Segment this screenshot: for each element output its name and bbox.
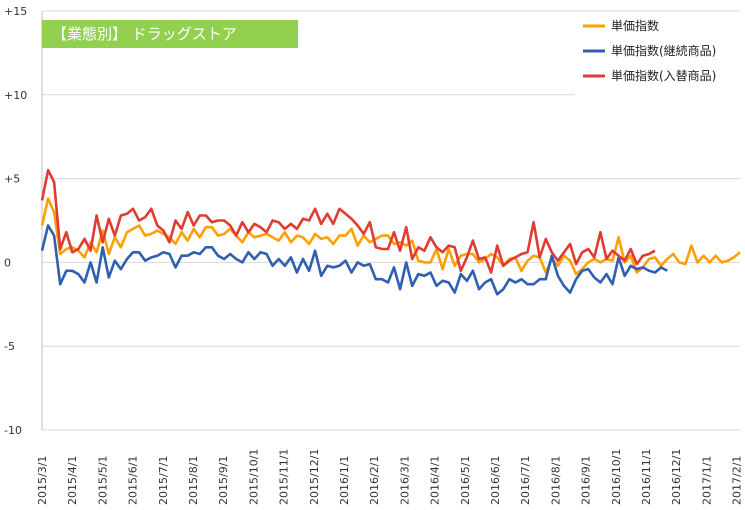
x-tick-label: 2015/4/1 xyxy=(66,456,79,505)
x-tick-label: 2016/1/1 xyxy=(338,456,351,505)
x-tick-label: 2015/11/1 xyxy=(278,449,291,505)
chart-title-text: 【業態別】 ドラッグストア xyxy=(52,25,237,43)
x-tick-label: 2015/8/1 xyxy=(187,456,200,505)
x-tick-label: 2015/12/1 xyxy=(308,449,321,505)
y-tick-label: -5 xyxy=(4,340,15,353)
legend-label: 単価指数(継続商品) xyxy=(611,43,716,58)
series-line-2 xyxy=(40,168,656,274)
x-tick-label: 2016/3/1 xyxy=(398,456,411,505)
chart-title-background xyxy=(42,20,298,48)
y-tick-label: 0 xyxy=(4,256,11,269)
x-tick-label: 2016/11/1 xyxy=(640,449,653,505)
grid-lines xyxy=(42,10,740,431)
x-tick-label: 2016/9/1 xyxy=(580,456,593,505)
x-tick-label: 2016/12/1 xyxy=(670,449,683,505)
x-tick-label: 2017/1/1 xyxy=(700,456,713,505)
x-tick-label: 2015/10/1 xyxy=(247,449,260,505)
x-tick-label: 2015/7/1 xyxy=(157,456,170,505)
x-tick-label: 2017/2/1 xyxy=(731,456,744,505)
series-line-1 xyxy=(40,224,668,296)
x-tick-label: 2016/7/1 xyxy=(519,456,532,505)
y-tick-label: +10 xyxy=(4,89,27,102)
chart-title: 【業態別】 ドラッグストア xyxy=(42,20,298,48)
y-tick-label: +15 xyxy=(4,5,27,18)
x-tick-label: 2016/4/1 xyxy=(429,456,442,505)
x-tick-label: 2015/9/1 xyxy=(217,456,230,505)
y-tick-labels: +15 +10 +5 0 -5 -10 xyxy=(4,5,27,437)
y-tick-label: -10 xyxy=(4,424,22,437)
x-tick-label: 2015/5/1 xyxy=(96,456,109,505)
x-tick-labels: 2015/3/1 2015/4/1 2015/5/1 2015/6/1 2015/7/1… xyxy=(36,449,744,505)
legend-label: 単価指数 xyxy=(611,18,659,33)
x-tick-label: 2016/6/1 xyxy=(489,456,502,505)
x-tick-label: 2016/2/1 xyxy=(368,456,381,505)
x-tick-label: 2015/6/1 xyxy=(127,456,140,505)
y-tick-label: +5 xyxy=(4,173,20,186)
x-tick-label: 2016/10/1 xyxy=(610,449,623,505)
x-tick-label: 2015/3/1 xyxy=(36,456,49,505)
x-tick-label: 2016/5/1 xyxy=(459,456,472,505)
x-tick-label: 2016/8/1 xyxy=(549,456,562,505)
legend-label: 単価指数(入替商品) xyxy=(611,68,716,83)
series-lines xyxy=(40,168,741,296)
